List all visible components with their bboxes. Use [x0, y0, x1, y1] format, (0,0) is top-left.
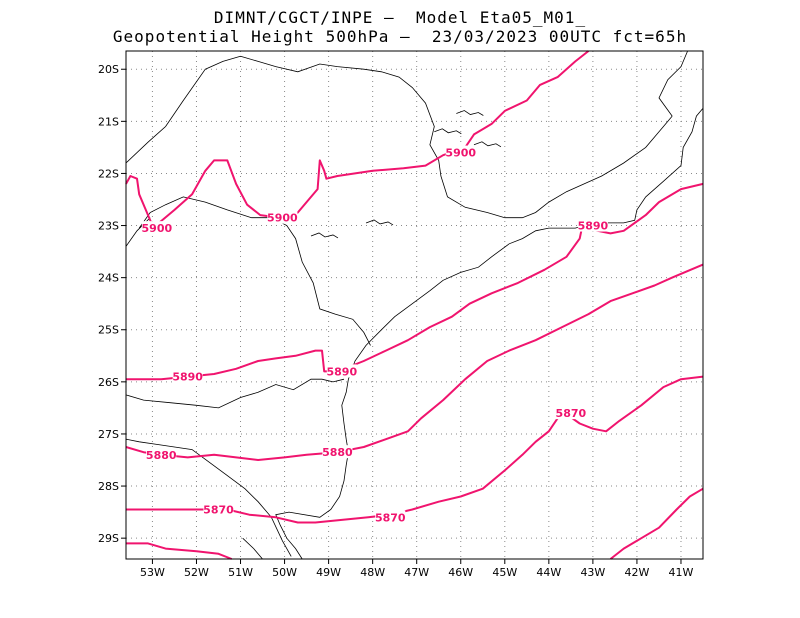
boundary-line	[125, 55, 241, 164]
contour-label: 5890	[578, 220, 609, 233]
lon-tick-label: 50W	[272, 566, 297, 579]
reservoir-outline	[434, 128, 462, 135]
lon-tick-label: 41W	[669, 566, 694, 579]
contour-label-bg	[577, 218, 608, 232]
boundary-line	[240, 55, 673, 219]
boundary-line	[275, 108, 704, 560]
lon-tick-label: 47W	[404, 566, 429, 579]
lat-tick-label: 23S	[98, 220, 119, 233]
lat-tick-label: 22S	[98, 167, 119, 180]
contour-label-bg	[141, 221, 172, 235]
contour-label: 5890	[172, 371, 203, 384]
contour-label-bg	[326, 364, 357, 378]
contour-label: 5880	[146, 449, 177, 462]
lat-tick-label: 28S	[98, 480, 119, 493]
height-contours: 5900 5900 5900 5890 5890 5890 5880 5880 5870 5870…	[125, 50, 704, 560]
lon-tick-label: 53W	[140, 566, 165, 579]
coastline-and-borders	[125, 50, 704, 560]
lon-tick-label: 44W	[536, 566, 561, 579]
lon-tick-label: 49W	[316, 566, 341, 579]
axis-ticks: 53W 52W 51W 50W 49W 48W 47W 46W 45W 44W 43W 42W 41W 2…	[98, 63, 694, 579]
boundary-line	[125, 438, 292, 557]
contour-label-bg	[322, 445, 353, 459]
contour-5890	[126, 182, 704, 381]
reservoir-outline	[310, 232, 339, 239]
contour-label-bg	[203, 502, 234, 516]
contour-label: 5900	[142, 222, 173, 235]
contour-label-bg	[267, 210, 298, 224]
lat-tick-label: 20S	[98, 63, 119, 76]
contour-label: 5870	[203, 504, 234, 517]
contour-label-bg	[555, 406, 586, 420]
boundary-line	[658, 50, 688, 117]
lat-tick-label: 27S	[98, 428, 119, 441]
contour-5900	[125, 50, 590, 227]
lon-tick-label: 42W	[624, 566, 649, 579]
contour-label: 5870	[375, 511, 406, 524]
map-frame	[125, 50, 704, 560]
contour-5870	[126, 375, 704, 524]
boundary-line	[138, 196, 371, 346]
lon-tick-label: 48W	[360, 566, 385, 579]
lat-tick-label: 24S	[98, 272, 119, 285]
boundary-line	[125, 378, 345, 409]
contour-label: 5870	[556, 407, 587, 420]
chart-title-line2: Geopotential Height 500hPa – 23/03/2023 …	[112, 27, 688, 46]
lon-tick-label: 46W	[448, 566, 473, 579]
contour-label: 5900	[267, 212, 298, 225]
contour-label: 5890	[327, 365, 358, 378]
contour-label-bg	[375, 510, 406, 524]
lat-tick-label: 29S	[98, 532, 119, 545]
boundary-line	[242, 537, 263, 560]
lat-lon-grid	[126, 51, 703, 559]
contour-5860	[126, 542, 233, 560]
contour-5860	[609, 487, 704, 560]
contour-label-bg	[146, 447, 177, 461]
contour-5880	[125, 263, 704, 461]
lon-tick-label: 51W	[228, 566, 253, 579]
lat-tick-label: 25S	[98, 324, 119, 337]
lon-tick-label: 45W	[492, 566, 517, 579]
lon-tick-label: 43W	[580, 566, 605, 579]
chart-title-line1: DIMNT/CGCT/INPE – Model Eta05_M01_	[213, 8, 587, 27]
contour-label: 5880	[322, 446, 353, 459]
lon-tick-label: 52W	[184, 566, 209, 579]
reservoir-outline	[456, 110, 484, 116]
contour-label: 5900	[445, 147, 476, 160]
reservoir-outline	[365, 219, 394, 226]
contour-label-bg	[445, 145, 476, 159]
reservoir-outline	[473, 141, 502, 148]
lat-tick-label: 21S	[98, 115, 119, 128]
lat-tick-label: 26S	[98, 376, 119, 389]
contour-label-bg	[172, 369, 203, 383]
